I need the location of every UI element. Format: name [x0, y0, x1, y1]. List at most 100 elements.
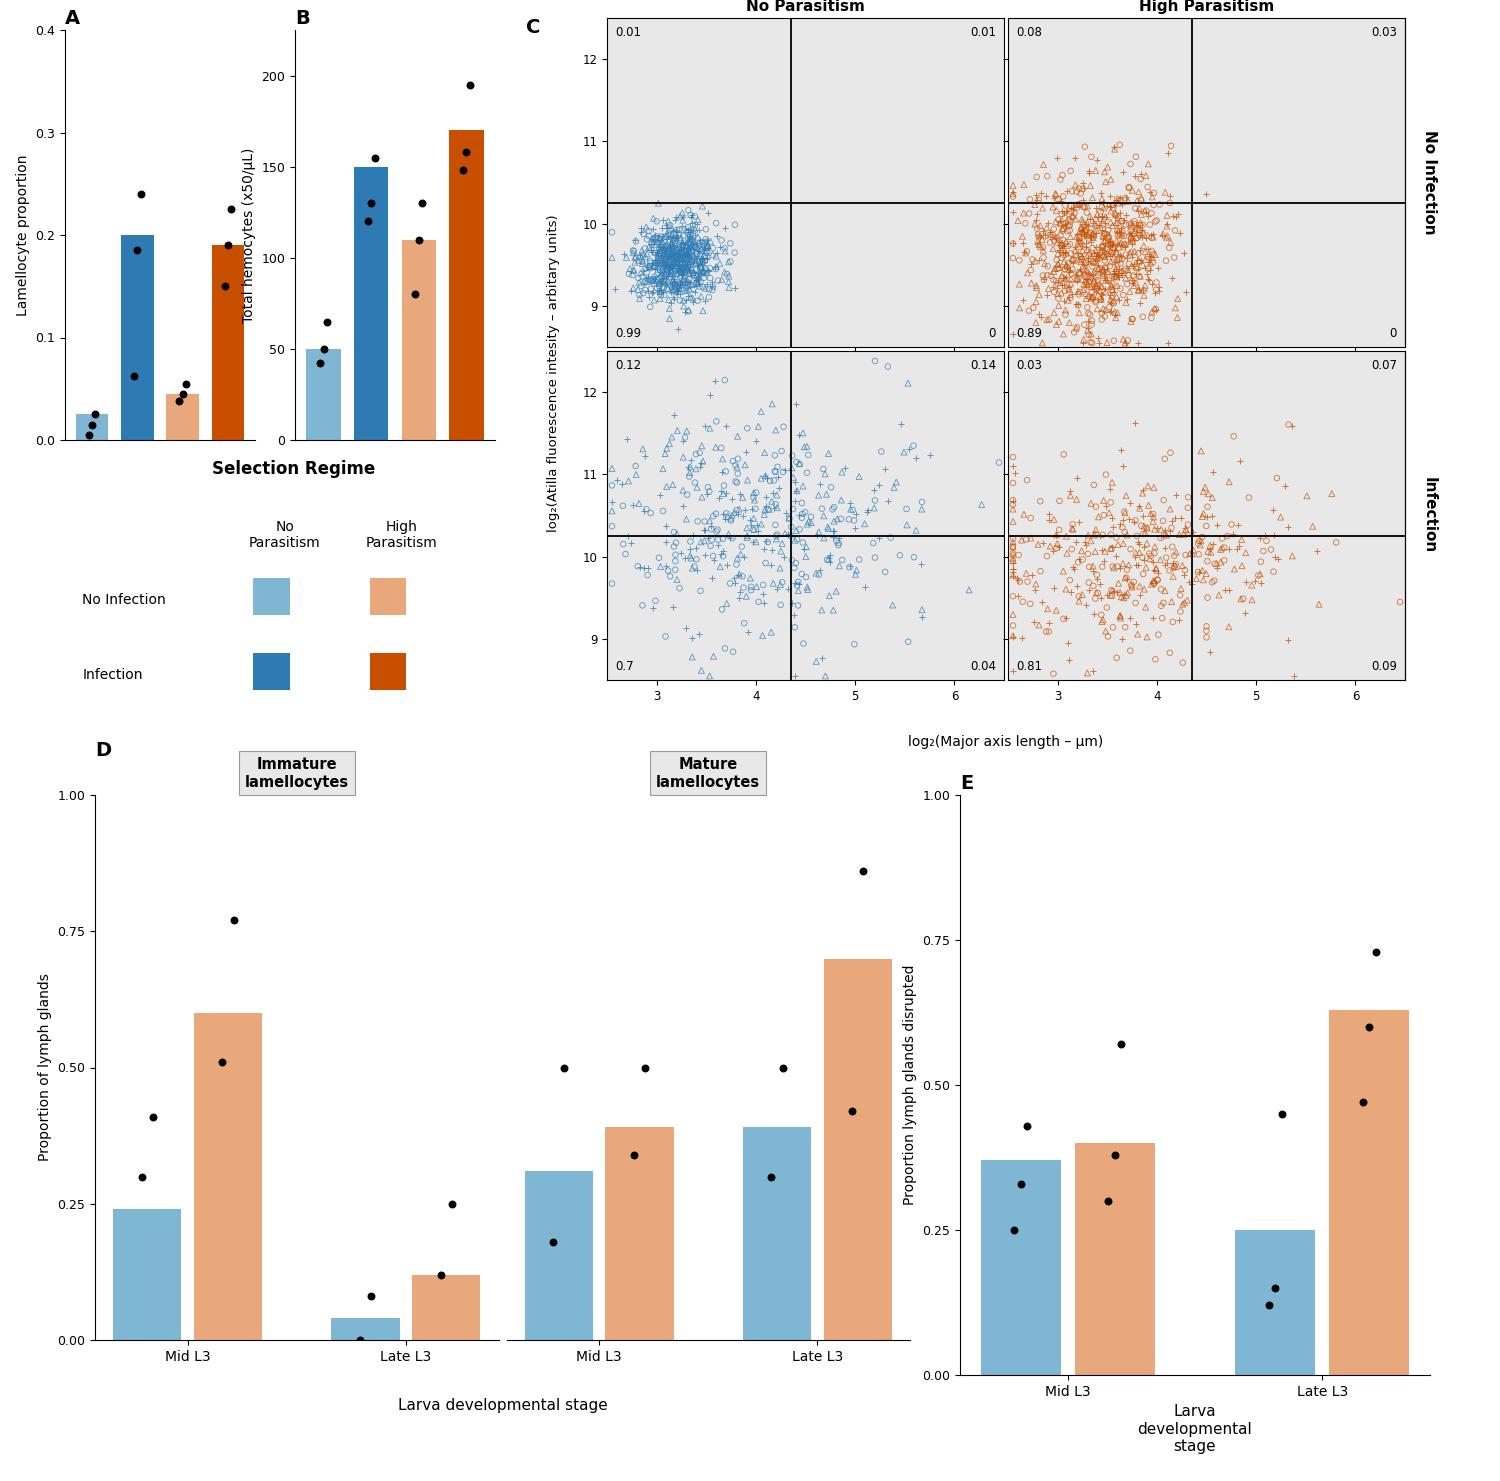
Point: [642, 206, 666, 230]
Point: [843, 563, 867, 586]
Point: [690, 238, 714, 262]
Point: [1233, 601, 1257, 625]
Point: [1084, 581, 1108, 604]
Point: [1088, 573, 1112, 597]
Point: [678, 277, 702, 301]
Point: [1052, 323, 1076, 347]
Point: [612, 243, 636, 267]
Point: [657, 262, 681, 286]
Point: [918, 443, 942, 467]
Point: [645, 258, 669, 281]
Point: [1191, 558, 1215, 582]
Point: [626, 277, 650, 301]
Point: [682, 246, 706, 270]
Point: [1056, 234, 1080, 258]
Point: [1000, 557, 1024, 581]
Point: [792, 435, 816, 459]
Point: [1108, 606, 1132, 629]
Point: [669, 262, 693, 286]
Point: [690, 247, 714, 271]
Point: [676, 218, 700, 241]
Point: [1059, 484, 1083, 508]
Point: [738, 566, 762, 589]
Point: [774, 501, 798, 524]
Point: [1056, 286, 1080, 310]
Point: [666, 419, 690, 443]
Text: A: A: [64, 9, 80, 28]
Bar: [742, 1127, 812, 1340]
Point: [1092, 256, 1116, 280]
Point: [1074, 235, 1098, 259]
Point: [1077, 284, 1101, 308]
Point: [363, 145, 387, 169]
Point: [1007, 209, 1031, 233]
Point: [1208, 584, 1231, 607]
Point: [639, 233, 663, 256]
Point: [782, 603, 806, 626]
Point: [1262, 523, 1286, 546]
Point: [1070, 218, 1094, 241]
Point: [1239, 573, 1263, 597]
Point: [708, 555, 732, 579]
Point: [664, 252, 688, 275]
Point: [636, 557, 660, 581]
Point: [678, 255, 702, 278]
Point: [714, 502, 738, 526]
Point: [748, 400, 772, 424]
Point: [1050, 267, 1074, 290]
Point: [1196, 586, 1219, 610]
Point: [1102, 304, 1126, 327]
Point: [1100, 538, 1124, 561]
Point: [1146, 567, 1170, 591]
Point: [772, 521, 796, 545]
Point: [705, 410, 729, 434]
Point: [1166, 305, 1190, 329]
Point: [692, 243, 715, 267]
Point: [1180, 520, 1204, 544]
Point: [1107, 219, 1131, 243]
Point: [1119, 210, 1143, 234]
Point: [680, 244, 703, 268]
Point: [692, 261, 715, 284]
Point: [680, 206, 703, 230]
Point: [726, 585, 750, 609]
Point: [1076, 201, 1100, 225]
Point: [1016, 261, 1040, 284]
Point: [1068, 193, 1092, 216]
Point: [652, 283, 676, 307]
Point: [696, 201, 720, 225]
Point: [1110, 209, 1134, 233]
Point: [452, 158, 476, 182]
Point: [1125, 622, 1149, 646]
Point: [670, 264, 694, 287]
Point: [1071, 219, 1095, 243]
Point: [1144, 271, 1168, 295]
Point: [666, 235, 690, 259]
Point: [821, 520, 844, 544]
Point: [640, 240, 664, 264]
Point: [1137, 542, 1161, 566]
Point: [664, 221, 688, 244]
Point: [1246, 564, 1270, 588]
Point: [696, 526, 720, 549]
Point: [1023, 249, 1047, 273]
Point: [1052, 212, 1076, 235]
Point: [658, 247, 682, 271]
Point: [1047, 207, 1071, 231]
Point: [658, 247, 682, 271]
Point: [765, 527, 789, 551]
Point: [1198, 640, 1222, 663]
Point: [1044, 312, 1068, 336]
Point: [819, 475, 843, 499]
Point: [830, 461, 854, 484]
Point: [1058, 277, 1082, 301]
Point: [1074, 270, 1098, 293]
Point: [1013, 502, 1036, 526]
Point: [654, 530, 678, 554]
Point: [1083, 259, 1107, 283]
Point: [1100, 231, 1124, 255]
Point: [795, 575, 819, 598]
Point: [666, 249, 690, 273]
Point: [1128, 541, 1152, 564]
Point: [693, 529, 717, 552]
